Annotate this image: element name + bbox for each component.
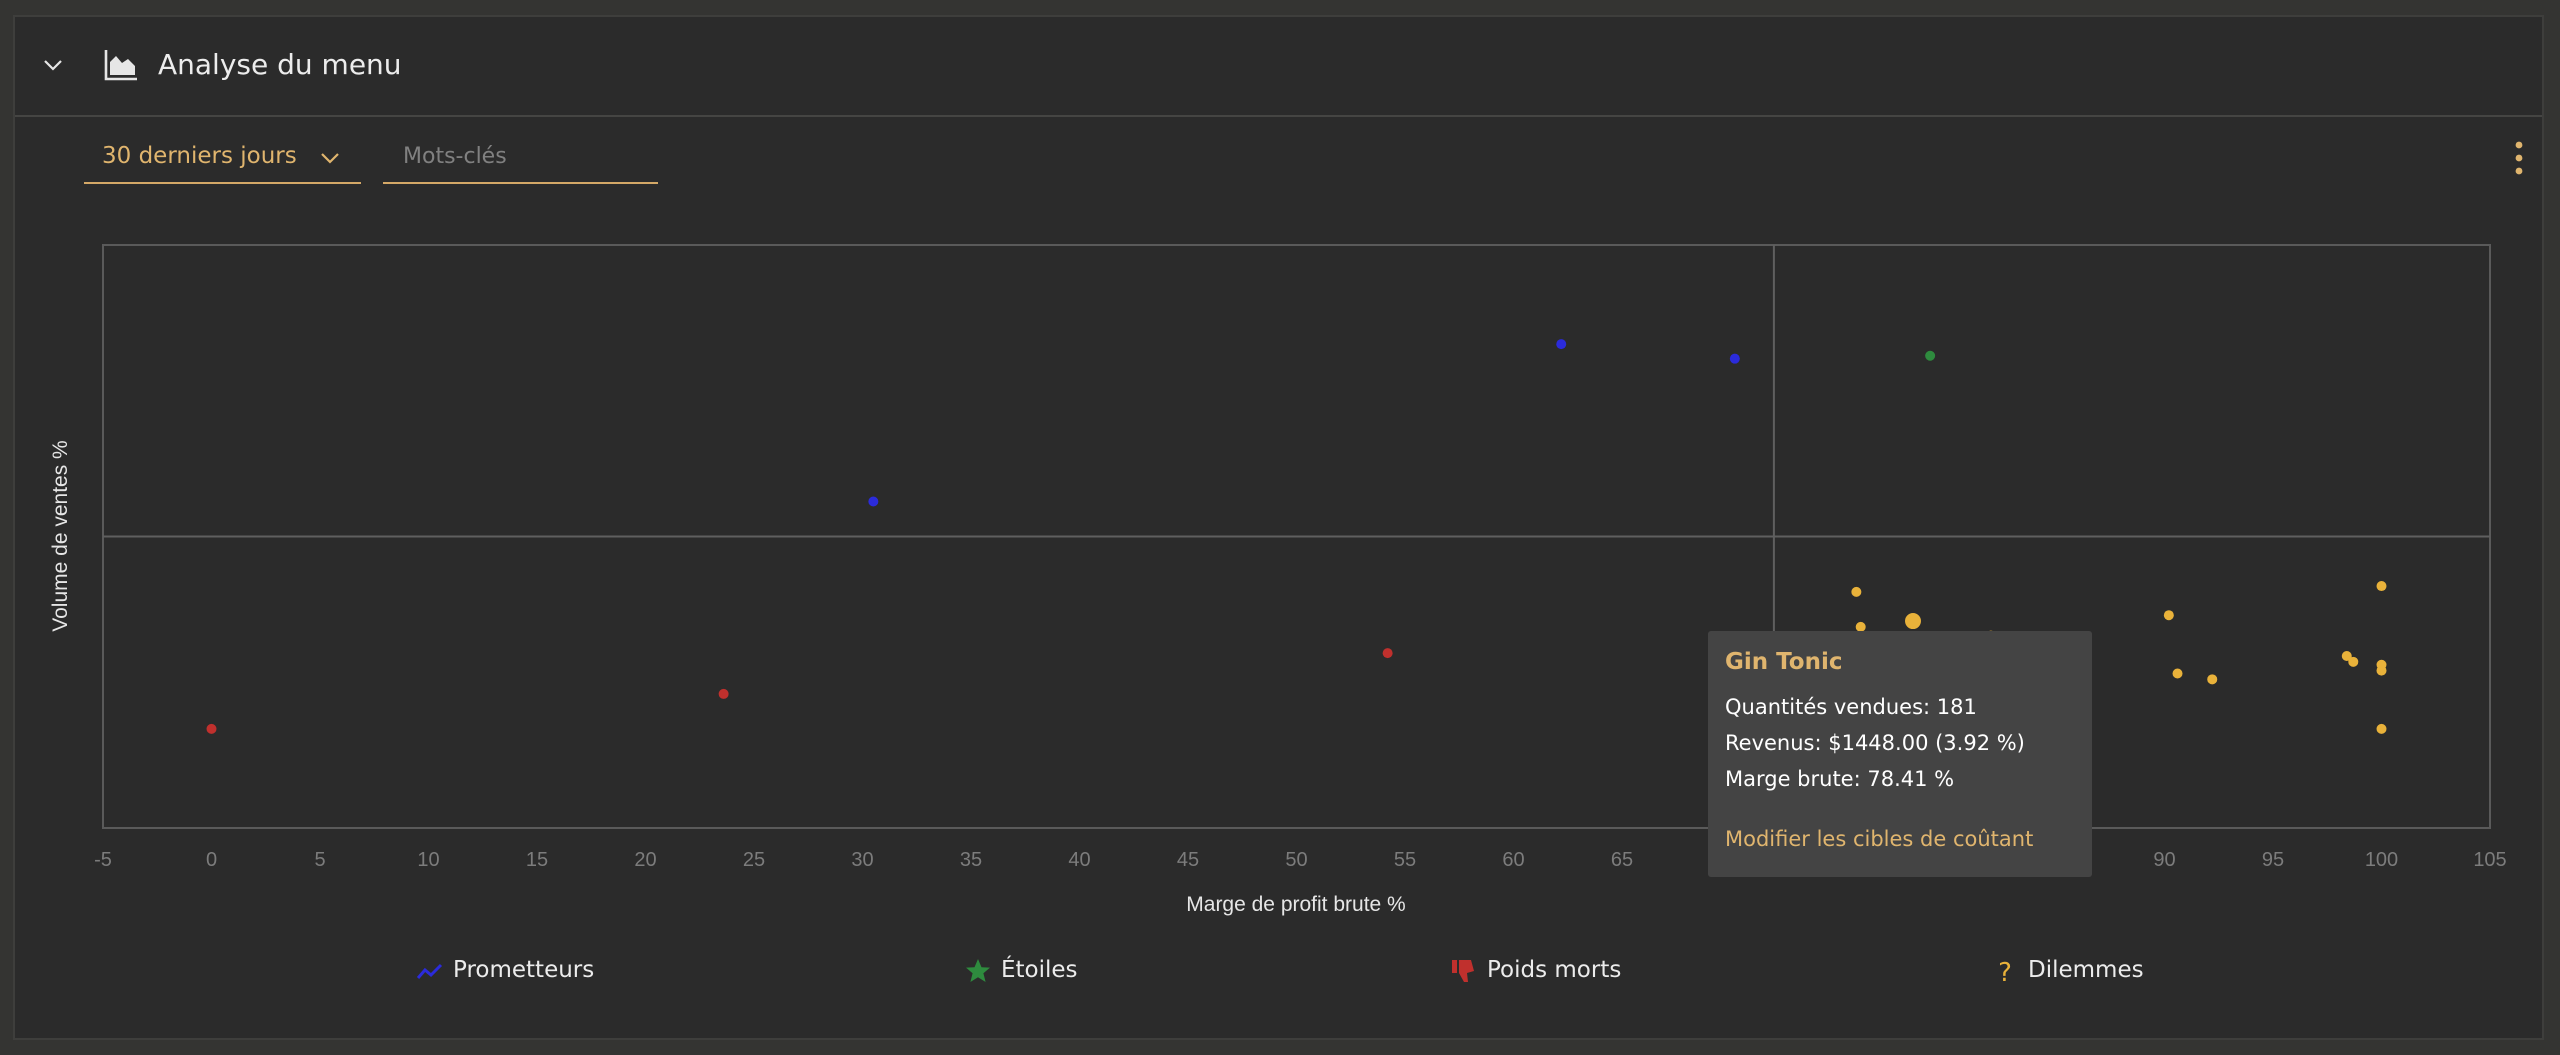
data-point[interactable] bbox=[1729, 353, 1740, 364]
more-options-icon[interactable] bbox=[2512, 140, 2526, 176]
legend-label: Poids morts bbox=[1487, 957, 1622, 983]
x-tick-label: 60 bbox=[1502, 849, 1524, 871]
x-tick-label: 95 bbox=[2262, 849, 2284, 871]
x-axis-label: Marge de profit brute % bbox=[1186, 893, 1405, 916]
data-point[interactable] bbox=[1851, 586, 1862, 597]
edit-cost-targets-link[interactable]: Modifier les cibles de coûtant bbox=[1725, 827, 2034, 851]
legend-label: Prometteurs bbox=[453, 957, 595, 983]
y-axis-label: Volume de ventes % bbox=[49, 440, 72, 631]
svg-text:?: ? bbox=[1998, 958, 2012, 984]
data-point[interactable] bbox=[2207, 674, 2218, 685]
tooltip-revenue: Revenus: $1448.00 (3.92 %) bbox=[1725, 731, 2025, 755]
question-icon: ? bbox=[1998, 958, 2012, 984]
panel-title: Analyse du menu bbox=[158, 48, 402, 81]
data-point[interactable] bbox=[206, 723, 217, 734]
data-point[interactable] bbox=[868, 496, 879, 507]
x-tick-label: 35 bbox=[960, 849, 982, 871]
data-point[interactable] bbox=[2376, 723, 2387, 734]
x-tick-label: 25 bbox=[743, 849, 765, 871]
keywords-input[interactable] bbox=[383, 131, 658, 184]
data-point[interactable] bbox=[1904, 613, 1921, 630]
star-icon bbox=[966, 959, 990, 982]
x-tick-label: 30 bbox=[851, 849, 873, 871]
x-tick-label: 50 bbox=[1285, 849, 1307, 871]
tooltip-title: Gin Tonic bbox=[1725, 649, 1843, 675]
x-tick-label: 20 bbox=[634, 849, 656, 871]
x-tick-label: 65 bbox=[1611, 849, 1633, 871]
data-point[interactable] bbox=[2348, 656, 2359, 667]
x-tick-label: 45 bbox=[1177, 849, 1199, 871]
data-point[interactable] bbox=[2341, 651, 2352, 662]
x-tick-label: 5 bbox=[314, 849, 325, 871]
tooltip-quantity: Quantités vendues: 181 bbox=[1725, 695, 1977, 719]
x-tick-label: 90 bbox=[2153, 849, 2175, 871]
data-point[interactable] bbox=[1925, 350, 1936, 361]
trend-icon bbox=[417, 963, 443, 979]
x-tick-label: 105 bbox=[2473, 849, 2506, 871]
tooltip-margin: Marge brute: 78.41 % bbox=[1725, 767, 1955, 791]
legend-label: Dilemmes bbox=[2028, 957, 2144, 983]
date-range-select[interactable]: 30 derniers jours bbox=[84, 131, 361, 184]
data-point[interactable] bbox=[2172, 668, 2183, 679]
data-point[interactable] bbox=[1855, 621, 1866, 632]
x-tick-label: 40 bbox=[1068, 849, 1090, 871]
data-point[interactable] bbox=[1382, 648, 1393, 659]
point-tooltip: Gin Tonic Quantités vendues: 181 Revenus… bbox=[1708, 631, 2092, 877]
x-tick-label: -5 bbox=[94, 849, 112, 871]
panel-header[interactable]: Analyse du menu bbox=[15, 17, 2542, 117]
date-range-label: 30 derniers jours bbox=[102, 143, 297, 169]
x-tick-label: 15 bbox=[526, 849, 548, 871]
chevron-down-icon[interactable] bbox=[40, 52, 66, 78]
x-tick-label: 100 bbox=[2365, 849, 2398, 871]
x-tick-label: 0 bbox=[206, 849, 217, 871]
x-tick-label: 55 bbox=[1394, 849, 1416, 871]
data-point[interactable] bbox=[2376, 665, 2387, 676]
data-point[interactable] bbox=[1556, 339, 1567, 350]
legend-label: Étoiles bbox=[1001, 957, 1078, 983]
data-point[interactable] bbox=[2376, 581, 2387, 592]
data-point[interactable] bbox=[718, 688, 729, 699]
chevron-down-icon bbox=[321, 153, 339, 164]
x-tick-label: 10 bbox=[417, 849, 439, 871]
data-point[interactable] bbox=[2163, 610, 2174, 621]
area-chart-icon bbox=[104, 50, 137, 81]
menu-analysis-panel: Analyse du menu bbox=[13, 15, 2544, 1040]
thumbs-down-icon bbox=[1452, 960, 1474, 982]
